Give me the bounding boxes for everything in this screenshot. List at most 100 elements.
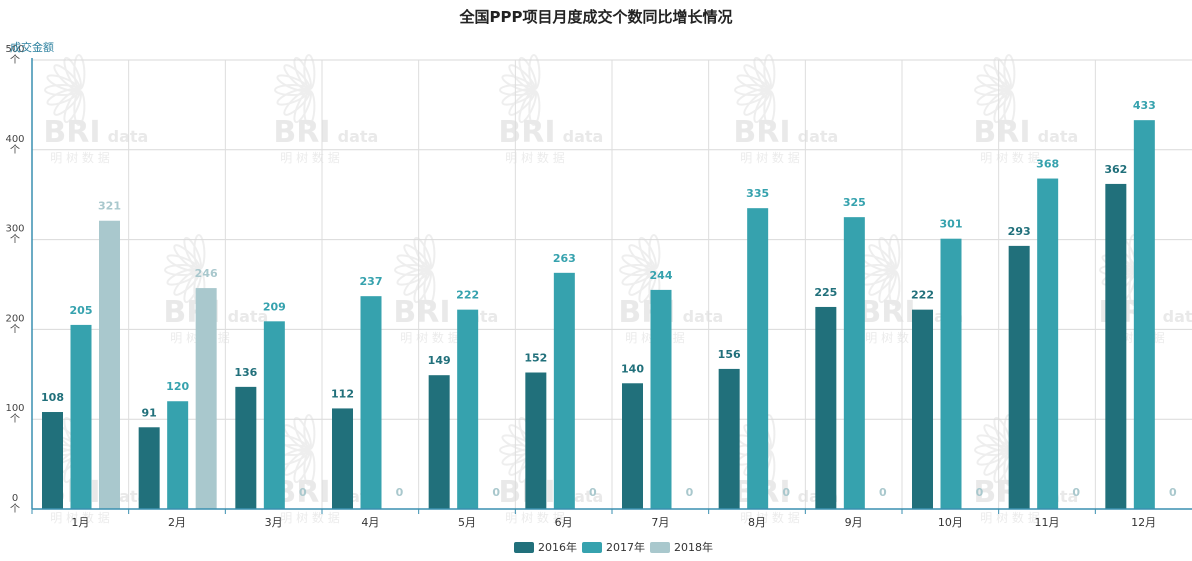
watermark-text: BRI — [973, 115, 1030, 150]
legend-swatch — [582, 542, 602, 553]
legend[interactable]: 2016年 2017年 2018年 — [514, 540, 713, 554]
data-label: 136 — [234, 366, 257, 379]
data-label: 246 — [195, 267, 218, 280]
legend-item[interactable]: 2018年 — [650, 540, 713, 554]
watermark-text: BRI — [733, 115, 790, 150]
data-label: 325 — [843, 196, 866, 209]
watermark-suffix: data — [563, 127, 604, 146]
bar[interactable] — [195, 288, 217, 509]
legend-swatch — [650, 542, 670, 553]
bar[interactable] — [622, 383, 643, 509]
legend-label: 2016年 — [538, 540, 577, 554]
watermark-subtext: 明 树 数 据 — [740, 150, 799, 165]
axes-layer: 0 个 100 个 200 个 300 个 400 个 500 个 1月 2月 3月 4月 5月 6月 7月 8月 9月… — [5, 44, 1192, 529]
bar[interactable] — [457, 309, 479, 509]
y-tick-label: 200 个 — [5, 313, 24, 335]
watermark-text: BRI — [498, 115, 555, 150]
data-label: 209 — [263, 300, 286, 313]
data-label: 0 — [1072, 486, 1080, 499]
bar[interactable] — [99, 220, 120, 509]
x-tick-label: 3月 — [265, 516, 283, 529]
bar[interactable] — [70, 324, 92, 509]
y-tick-label: 400 个 — [5, 134, 24, 156]
bar[interactable] — [332, 408, 353, 509]
watermark-logo: BRI data 明 树 数 据 — [498, 54, 604, 165]
legend-label: 2018年 — [674, 540, 713, 554]
data-label: 263 — [553, 252, 576, 265]
bar[interactable] — [1008, 245, 1030, 510]
x-tick-label: 2月 — [168, 516, 186, 529]
data-label: 0 — [686, 486, 694, 499]
data-label: 152 — [524, 352, 547, 365]
bar[interactable] — [718, 368, 740, 509]
watermark-suffix: data — [683, 307, 724, 326]
x-tick-label: 6月 — [555, 516, 573, 529]
data-label: 362 — [1104, 163, 1127, 176]
bar[interactable] — [747, 208, 769, 510]
bar[interactable] — [428, 375, 450, 509]
data-label: 237 — [360, 275, 383, 288]
watermark-subtext: 明 树 数 据 — [505, 510, 564, 525]
grid-lines — [32, 59, 1192, 510]
data-label: 244 — [650, 269, 673, 282]
bar[interactable] — [235, 386, 257, 509]
watermark-suffix: data — [798, 127, 839, 146]
bar[interactable] — [843, 217, 865, 509]
watermark-subtext: 明 树 数 据 — [865, 330, 924, 345]
watermark-subtext: 明 树 数 据 — [980, 150, 1039, 165]
y-tick-label: 500 个 — [5, 44, 24, 66]
data-label: 433 — [1133, 99, 1156, 112]
bar[interactable] — [815, 306, 837, 509]
watermark-text: BRI — [858, 295, 915, 330]
x-tick-label: 11月 — [1035, 516, 1060, 529]
watermark-logo: BRI data 明 树 数 据 — [273, 54, 379, 165]
data-label: 225 — [814, 286, 837, 299]
watermark-text: BRI — [43, 115, 100, 150]
watermark-subtext: 明 树 数 据 — [280, 510, 339, 525]
data-label: 321 — [98, 200, 121, 213]
x-tick-label: 10月 — [938, 516, 963, 529]
watermark-subtext: 明 树 数 据 — [50, 510, 109, 525]
legend-item[interactable]: 2016年 — [514, 540, 577, 554]
data-label: 205 — [70, 304, 93, 317]
bar[interactable] — [138, 427, 160, 509]
watermark-subtext: 明 树 数 据 — [50, 150, 109, 165]
bar[interactable] — [1133, 120, 1155, 509]
data-label: 222 — [911, 289, 934, 302]
bar[interactable] — [1105, 183, 1127, 509]
bar[interactable] — [650, 289, 672, 509]
bar[interactable] — [1037, 178, 1059, 509]
bar[interactable] — [912, 309, 933, 509]
bar[interactable] — [167, 401, 189, 509]
data-label: 0 — [589, 486, 597, 499]
data-label: 156 — [718, 348, 741, 361]
legend-item[interactable]: 2017年 — [582, 540, 645, 554]
bar[interactable] — [263, 321, 285, 509]
data-label: 293 — [1008, 225, 1031, 238]
watermark-suffix: data — [1163, 307, 1192, 326]
bar[interactable] — [553, 272, 575, 509]
y-tick-label: 100 个 — [5, 403, 24, 425]
x-tick-label: 5月 — [458, 516, 476, 529]
data-label: 91 — [142, 406, 157, 419]
y-tick-label: 300 个 — [5, 224, 24, 246]
bar[interactable] — [360, 296, 382, 509]
data-label: 0 — [1169, 486, 1177, 499]
bar[interactable] — [525, 372, 547, 509]
bar[interactable] — [42, 412, 63, 509]
watermark-subtext: 明 树 数 据 — [740, 510, 799, 525]
x-tick-label: 1月 — [71, 516, 89, 529]
data-label: 149 — [428, 354, 451, 367]
watermark-suffix: data — [228, 307, 269, 326]
watermark-suffix: data — [338, 127, 379, 146]
bars-layer — [42, 120, 1155, 510]
data-label: 0 — [299, 486, 307, 499]
x-tick-label: 9月 — [845, 516, 863, 529]
bar[interactable] — [940, 238, 962, 509]
data-label: 0 — [782, 486, 790, 499]
data-labels-layer: 108 205 321 91 120 246 136 209 0 112 237 0 149 222 0 15… — [41, 99, 1177, 499]
watermark-suffix: data — [1038, 127, 1079, 146]
data-label: 0 — [396, 486, 404, 499]
